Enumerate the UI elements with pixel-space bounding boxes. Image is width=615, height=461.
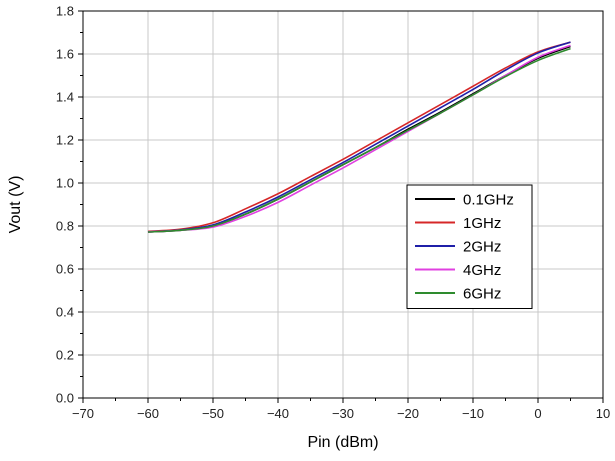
x-tick-label: 0 — [534, 406, 541, 421]
y-tick-label: 0.2 — [56, 348, 74, 363]
series-line-2GHz — [147, 41, 571, 233]
y-tick-label: 0.4 — [56, 305, 74, 320]
x-tick-label: 10 — [596, 406, 610, 421]
legend-label: 1GHz — [463, 215, 501, 232]
x-tick-label: −50 — [202, 406, 224, 421]
x-tick-label: −30 — [332, 406, 354, 421]
legend-label: 6GHz — [463, 286, 501, 303]
y-tick-label: 1.2 — [56, 133, 74, 148]
y-tick-label: 1.8 — [56, 4, 74, 19]
legend: 0.1GHz 1GHz 2GHz 4GHz 6GHz — [406, 184, 533, 309]
y-tick-label: 1.0 — [56, 176, 74, 191]
y-tick-label: 0.8 — [56, 219, 74, 234]
y-tick-label: 0.0 — [56, 391, 74, 406]
legend-label: 0.1GHz — [463, 192, 514, 209]
x-tick-label: −10 — [462, 406, 484, 421]
x-tick-label: −60 — [137, 406, 159, 421]
y-tick-label: 1.6 — [56, 47, 74, 62]
series-line-4GHz — [147, 44, 571, 233]
legend-label: 2GHz — [463, 239, 501, 256]
axis-ticks: −70 −60 −50 −40 −30 −20 −10 0 10 0.0 0.2 0.4 0.6 0.8 1… — [56, 4, 610, 422]
series-lines — [147, 41, 571, 233]
series-line-1GHz — [147, 41, 571, 233]
y-tick-label: 0.6 — [56, 262, 74, 277]
y-axis-title: Vout (V) — [7, 176, 24, 234]
series-line-6GHz — [147, 47, 571, 233]
x-tick-label: −70 — [72, 406, 94, 421]
y-tick-label: 1.4 — [56, 90, 74, 105]
x-axis-title: Pin (dBm) — [307, 434, 378, 451]
x-tick-label: −40 — [267, 406, 289, 421]
legend-label: 4GHz — [463, 262, 501, 279]
x-tick-label: −20 — [397, 406, 419, 421]
